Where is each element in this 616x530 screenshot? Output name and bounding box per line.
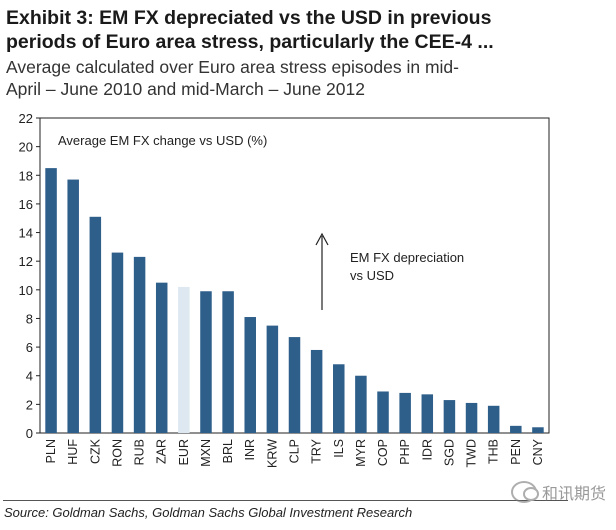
- x-tick-label-cny: CNY: [531, 438, 545, 465]
- source-divider: [3, 500, 568, 501]
- bar-pln: [45, 168, 57, 433]
- x-tick-label-pen: PEN: [509, 439, 523, 465]
- depreciation-arrow: [315, 232, 329, 310]
- x-tick-label-try: TRY: [310, 438, 324, 463]
- x-tick-label-ils: ILS: [332, 439, 346, 458]
- source-note: Source: Goldman Sachs, Goldman Sachs Glo…: [4, 505, 413, 520]
- bar-ron: [111, 252, 124, 433]
- x-tick-label-czk: CZK: [88, 438, 102, 464]
- x-tick-label-pln: PLN: [44, 439, 58, 463]
- bar-cny: [532, 427, 544, 433]
- bar-pen: [510, 425, 522, 433]
- x-tick-label-idr: IDR: [420, 439, 434, 461]
- subtitle-line-1: Average calculated over Euro area stress…: [6, 57, 459, 77]
- x-tick-label-thb: THB: [487, 439, 501, 464]
- watermark: 和讯期货: [510, 480, 606, 504]
- x-tick-label-clp: CLP: [288, 439, 302, 463]
- y-tick-label: 20: [19, 140, 33, 155]
- bar-clp: [288, 337, 301, 433]
- bar-try: [310, 349, 323, 433]
- title-line-1: Exhibit 3: EM FX depreciated vs the USD …: [6, 7, 492, 29]
- title-line-2: periods of Euro area stress, particularl…: [6, 31, 494, 53]
- y-tick-label: 2: [26, 397, 33, 412]
- chart-title: Exhibit 3: EM FX depreciated vs the USD …: [6, 6, 606, 54]
- bar-twd: [465, 402, 478, 433]
- y-tick-label: 6: [26, 340, 33, 355]
- bar-czk: [89, 216, 102, 433]
- y-tick-label: 0: [26, 426, 33, 441]
- y-tick-label: 12: [19, 254, 33, 269]
- x-tick-label-sgd: SGD: [442, 439, 456, 466]
- bar-cop: [377, 391, 389, 433]
- x-tick-label-eur: EUR: [177, 439, 191, 465]
- y-tick-label: 22: [19, 111, 33, 126]
- bar-brl: [222, 291, 234, 433]
- bar-eur: [178, 286, 190, 433]
- y-tick-label: 4: [26, 369, 33, 384]
- x-tick-label-twd: TWD: [465, 439, 479, 467]
- x-tick-label-huf: HUF: [66, 439, 80, 465]
- x-tick-label-brl: BRL: [221, 439, 235, 463]
- bar-sgd: [443, 400, 456, 433]
- x-tick-label-rub: RUB: [133, 439, 147, 465]
- bar-thb: [487, 405, 500, 433]
- y-tick-label: 14: [19, 226, 33, 241]
- bar-zar: [155, 282, 168, 433]
- x-tick-label-cop: COP: [376, 439, 390, 466]
- x-tick-label-krw: KRW: [265, 439, 279, 468]
- bar-huf: [67, 179, 79, 433]
- inner-chart-title: Average EM FX change vs USD (%): [58, 133, 267, 148]
- bar-chart: 0 2 4 6 8 10 12 14 16 18 20 22 PLN HUF CZK RON RUB ZAR EU…: [19, 111, 550, 468]
- bar-rub: [133, 256, 146, 433]
- bar-idr: [421, 394, 434, 433]
- wechat-logo-icon: [510, 481, 539, 503]
- bar-krw: [266, 325, 279, 433]
- annotation-line-2: vs USD: [350, 268, 394, 283]
- bar-inr: [244, 317, 256, 433]
- annotation-line-1: EM FX depreciation: [350, 250, 464, 265]
- bar-myr: [355, 375, 367, 433]
- y-tick-label: 10: [19, 283, 33, 298]
- x-tick-label-php: PHP: [398, 439, 412, 465]
- y-tick-label: 8: [26, 311, 33, 326]
- y-tick-label: 18: [19, 168, 33, 183]
- x-tick-label-mxn: MXN: [199, 439, 213, 467]
- bar-mxn: [200, 291, 212, 433]
- x-tick-label-inr: INR: [243, 439, 257, 461]
- x-tick-label-ron: RON: [110, 439, 124, 467]
- x-tick-label-zar: ZAR: [155, 439, 169, 464]
- y-tick-label: 16: [19, 197, 33, 212]
- chart-subtitle: Average calculated over Euro area stress…: [6, 56, 611, 100]
- watermark-text: 和讯期货: [541, 486, 606, 503]
- bar-php: [399, 392, 411, 433]
- subtitle-line-2: April – June 2010 and mid-March – June 2…: [6, 79, 365, 99]
- bar-ils: [333, 364, 345, 433]
- x-tick-label-myr: MYR: [354, 439, 368, 467]
